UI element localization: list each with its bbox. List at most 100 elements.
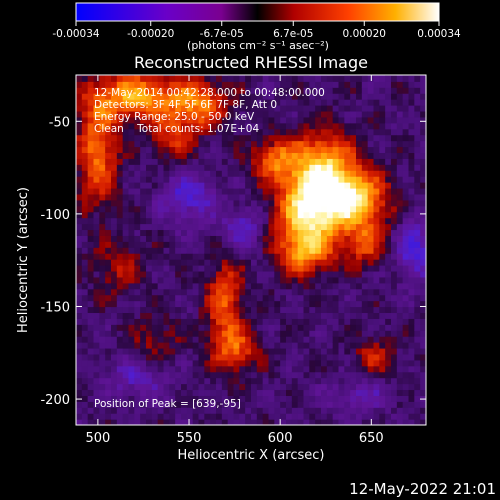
heatmap-cell xyxy=(93,122,100,130)
heatmap-cell xyxy=(309,81,316,88)
heatmap-cell xyxy=(303,105,310,112)
heatmap-cell xyxy=(356,158,363,165)
heatmap-cell xyxy=(216,81,223,88)
heatmap-cell xyxy=(321,395,328,402)
heatmap-cell xyxy=(262,211,270,219)
heatmap-cell xyxy=(111,288,118,296)
heatmap-cell xyxy=(338,413,345,420)
heatmap-cell xyxy=(116,235,124,242)
heatmap-cell xyxy=(99,294,106,302)
heatmap-cell xyxy=(396,182,404,189)
heatmap-cell xyxy=(105,116,112,124)
heatmap-cell xyxy=(268,110,275,118)
heatmap-cell xyxy=(303,75,310,82)
heatmap-cell xyxy=(408,330,415,337)
heatmap-cell xyxy=(280,330,287,337)
heatmap-cell xyxy=(414,401,421,408)
heatmap-cell xyxy=(216,199,223,207)
heatmap-cell xyxy=(221,217,229,225)
heatmap-cell xyxy=(356,176,363,183)
heatmap-cell xyxy=(93,205,100,213)
heatmap-cell xyxy=(315,342,322,349)
heatmap-cell xyxy=(216,383,223,391)
heatmap-cell xyxy=(391,146,398,154)
heatmap-cell xyxy=(286,401,293,408)
heatmap-cell xyxy=(76,105,83,112)
heatmap-cell xyxy=(116,306,124,314)
heatmap-cell xyxy=(128,99,135,106)
heatmap-cell xyxy=(111,413,118,420)
heatmap-cell xyxy=(192,413,200,420)
heatmap-cell xyxy=(99,170,106,177)
heatmap-cell xyxy=(291,87,299,94)
heatmap-cell xyxy=(373,87,380,94)
heatmap-cell xyxy=(326,347,334,355)
heatmap-cell xyxy=(192,353,200,361)
heatmap-cell xyxy=(99,158,106,165)
heatmap-cell xyxy=(303,401,310,408)
heatmap-cell xyxy=(204,235,211,242)
heatmap-cell xyxy=(396,164,404,171)
heatmap-cell xyxy=(303,377,310,385)
heatmap-cell xyxy=(245,182,252,189)
heatmap-cell xyxy=(76,140,83,148)
heatmap-cell xyxy=(326,318,334,325)
heatmap-cell xyxy=(216,347,223,355)
heatmap-cell xyxy=(280,223,287,231)
heatmap-cell xyxy=(245,294,252,302)
heatmap-cell xyxy=(239,182,246,189)
chart-title: Reconstructed RHESSI Image xyxy=(134,53,368,72)
heatmap-cell xyxy=(76,122,83,130)
heatmap-cell xyxy=(291,158,299,165)
heatmap-cell xyxy=(385,383,392,391)
heatmap-cell xyxy=(291,152,299,159)
heatmap-cell xyxy=(186,276,194,284)
heatmap-cell xyxy=(146,265,153,272)
heatmap-cell xyxy=(297,205,305,213)
heatmap-cell xyxy=(274,336,281,343)
heatmap-cell xyxy=(332,235,340,242)
heatmap-cell xyxy=(245,170,252,177)
heatmap-cell xyxy=(227,223,235,231)
heatmap-cell xyxy=(204,140,211,148)
heatmap-cell xyxy=(169,81,176,88)
heatmap-cell xyxy=(402,419,410,425)
heatmap-cell xyxy=(402,75,410,82)
heatmap-cell xyxy=(122,205,130,213)
heatmap-cell xyxy=(216,353,223,361)
heatmap-cell xyxy=(163,294,170,302)
heatmap-cell xyxy=(81,318,89,325)
heatmap-cell xyxy=(128,413,135,420)
heatmap-cell xyxy=(367,99,375,106)
heatmap-cell xyxy=(151,158,159,165)
heatmap-cell xyxy=(367,217,375,225)
heatmap-cell xyxy=(373,128,380,136)
heatmap-cell xyxy=(105,75,112,82)
heatmap-cell xyxy=(396,105,404,112)
heatmap-cell xyxy=(111,306,118,314)
heatmap-cell xyxy=(326,140,334,148)
heatmap-cell xyxy=(128,229,135,236)
heatmap-cell xyxy=(391,383,398,391)
heatmap-cell xyxy=(385,81,392,88)
heatmap-cell xyxy=(192,187,200,195)
heatmap-cell xyxy=(286,87,293,94)
heatmap-cell xyxy=(157,259,165,266)
heatmap-cell xyxy=(274,276,281,284)
heatmap-cell xyxy=(99,300,106,308)
heatmap-cell xyxy=(93,330,100,337)
heatmap-cell xyxy=(128,87,135,94)
heatmap-cell xyxy=(361,383,369,391)
heatmap-cell xyxy=(373,318,380,325)
heatmap-cell xyxy=(268,377,275,385)
heatmap-cell xyxy=(81,253,89,260)
heatmap-cell xyxy=(239,116,246,124)
heatmap-cell xyxy=(291,205,299,213)
heatmap-cell xyxy=(338,270,345,278)
heatmap-cell xyxy=(87,371,95,379)
heatmap-cell xyxy=(326,217,334,225)
heatmap-cell xyxy=(76,330,83,337)
heatmap-cell xyxy=(76,205,83,213)
heatmap-cell xyxy=(122,187,130,195)
heatmap-cell xyxy=(297,371,305,379)
